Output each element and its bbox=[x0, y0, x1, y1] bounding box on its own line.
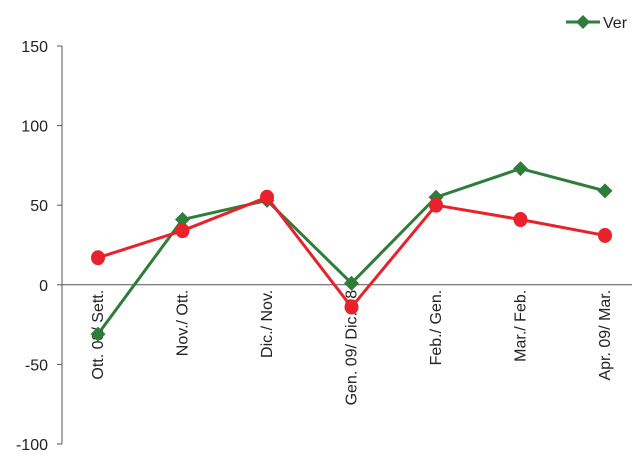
data-point bbox=[513, 212, 528, 228]
y-tick-label: 50 bbox=[30, 198, 48, 215]
x-tick-label: Apr. 09/ Mar. bbox=[597, 290, 614, 381]
x-tick-label: Nov./ Ott. bbox=[175, 290, 192, 356]
y-tick-label: -50 bbox=[25, 357, 48, 374]
data-point bbox=[90, 326, 106, 342]
data-point bbox=[344, 275, 359, 291]
y-axis: -100 -50 0 50 100 150 bbox=[16, 39, 63, 454]
x-axis: Ott. 08/ Sett.Nov./ Ott.Dic./ Nov.Gen. 0… bbox=[62, 284, 632, 406]
data-point bbox=[598, 227, 612, 243]
data-point bbox=[260, 189, 274, 205]
y-tick-label: 150 bbox=[21, 39, 48, 56]
data-point bbox=[175, 212, 190, 228]
y-tick-label: -100 bbox=[16, 437, 48, 454]
y-tick-label: 0 bbox=[39, 278, 48, 295]
data-point bbox=[175, 223, 190, 239]
x-tick-label: Mar./ Feb. bbox=[513, 290, 530, 362]
data-point bbox=[597, 183, 613, 199]
y-tick-label: 100 bbox=[21, 119, 48, 136]
series-2 bbox=[91, 189, 612, 315]
data-point bbox=[91, 250, 105, 266]
legend: Ver bbox=[566, 15, 628, 32]
x-tick-label: Gen. 09/ Dic. 08 bbox=[344, 290, 361, 406]
series-1 bbox=[90, 161, 613, 342]
x-tick-label: Dic./ Nov. bbox=[259, 290, 276, 358]
legend-marker bbox=[576, 15, 590, 29]
data-point bbox=[513, 161, 528, 177]
series-layer bbox=[90, 161, 613, 342]
data-point bbox=[344, 299, 359, 315]
x-tick-label: Feb./ Gen. bbox=[428, 290, 445, 366]
data-point bbox=[429, 197, 443, 213]
legend-label: Ver bbox=[603, 15, 628, 32]
